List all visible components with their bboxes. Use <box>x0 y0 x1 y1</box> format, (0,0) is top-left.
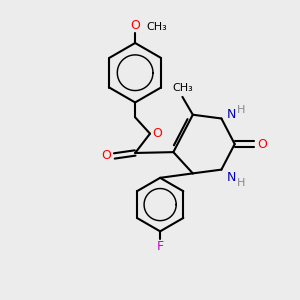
Text: CH₃: CH₃ <box>146 22 167 32</box>
Text: CH₃: CH₃ <box>172 83 193 93</box>
Text: O: O <box>130 19 140 32</box>
Text: N: N <box>227 107 236 121</box>
Text: H: H <box>237 105 245 115</box>
Text: O: O <box>152 127 162 140</box>
Text: H: H <box>237 178 245 188</box>
Text: F: F <box>157 240 164 253</box>
Text: O: O <box>258 138 268 151</box>
Text: O: O <box>101 149 111 162</box>
Text: N: N <box>227 171 236 184</box>
